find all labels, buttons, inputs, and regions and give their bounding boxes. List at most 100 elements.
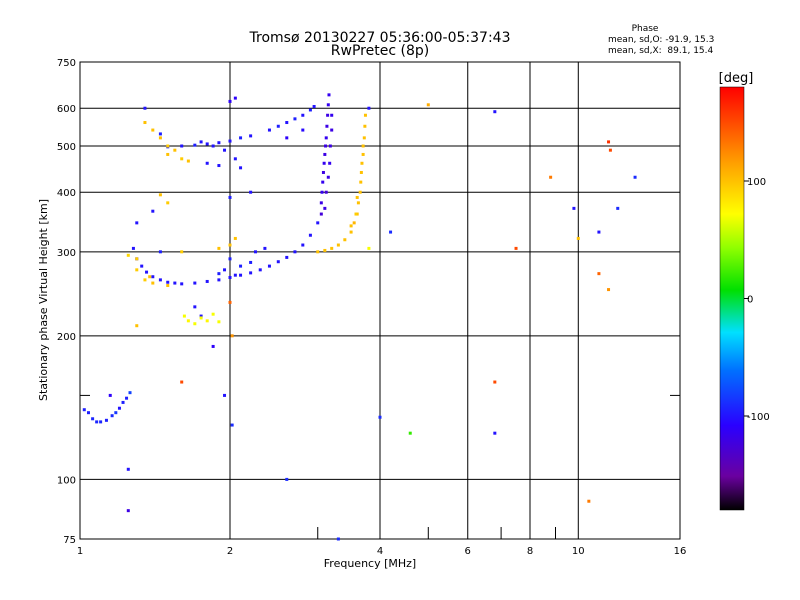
- data-point: [276, 260, 280, 264]
- data-point: [151, 281, 155, 285]
- data-point: [223, 393, 227, 397]
- data-point: [363, 113, 367, 117]
- data-point: [360, 161, 364, 165]
- data-point: [217, 278, 221, 282]
- data-point: [408, 431, 412, 435]
- data-point: [143, 278, 147, 282]
- data-point: [199, 314, 203, 318]
- data-point: [549, 175, 553, 179]
- data-point: [143, 121, 147, 125]
- data-point: [607, 288, 611, 292]
- data-point: [363, 124, 367, 128]
- chart-subtitle: RwPretec (8p): [331, 43, 429, 59]
- data-point: [199, 140, 203, 144]
- stats-title: Phase: [632, 24, 659, 34]
- data-point: [121, 400, 125, 404]
- data-point: [572, 206, 576, 210]
- colorbar-ticks: 100 0 -100: [744, 177, 770, 423]
- data-point: [514, 246, 518, 250]
- data-point: [193, 281, 197, 285]
- data-point: [82, 408, 86, 412]
- data-point: [293, 250, 297, 254]
- data-point: [301, 243, 305, 247]
- data-point: [158, 250, 162, 254]
- x-axis-label: Frequency [MHz]: [324, 557, 416, 570]
- chart-title: Tromsø 20130227 05:36:00-05:37:43: [249, 30, 511, 46]
- data-point: [217, 320, 221, 324]
- data-point: [180, 157, 184, 161]
- data-point: [358, 190, 362, 194]
- data-point: [367, 106, 371, 110]
- data-point: [217, 272, 221, 276]
- data-point: [276, 124, 280, 128]
- data-point: [211, 144, 215, 148]
- data-point: [493, 110, 497, 114]
- data-point: [128, 391, 132, 395]
- data-point: [233, 157, 237, 161]
- data-point: [110, 414, 114, 418]
- data-point: [319, 212, 323, 216]
- data-point: [633, 175, 637, 179]
- data-point: [330, 113, 334, 117]
- data-point: [361, 152, 365, 156]
- data-point: [249, 260, 253, 264]
- data-point: [117, 406, 121, 410]
- data-point: [330, 128, 334, 132]
- data-point: [301, 128, 305, 132]
- data-point: [126, 467, 130, 471]
- data-point: [352, 221, 356, 225]
- data-point: [285, 255, 289, 259]
- colorbar-tick-label: 0: [747, 295, 753, 306]
- grid-lines: [80, 62, 680, 539]
- data-point: [325, 124, 329, 128]
- data-point: [321, 170, 325, 174]
- data-point: [326, 113, 330, 117]
- data-point: [205, 319, 209, 323]
- data-point: [355, 195, 359, 199]
- data-point: [131, 246, 135, 250]
- data-point: [239, 273, 243, 277]
- data-point: [326, 103, 330, 107]
- data-point: [230, 423, 234, 427]
- data-point: [135, 268, 139, 272]
- data-point: [301, 113, 305, 117]
- data-point: [205, 161, 209, 165]
- data-point: [597, 230, 601, 234]
- data-point: [217, 164, 221, 168]
- data-point: [228, 300, 232, 304]
- data-point: [180, 144, 184, 148]
- data-point: [239, 166, 243, 170]
- data-point: [228, 276, 232, 280]
- data-point: [228, 139, 232, 143]
- data-point: [330, 246, 334, 250]
- data-point: [135, 221, 139, 225]
- y-tick-label: 75: [63, 535, 76, 546]
- x-tick-label: 2: [227, 546, 233, 557]
- data-point: [230, 334, 234, 338]
- data-point: [267, 128, 271, 132]
- y-tick-label: 600: [57, 104, 76, 115]
- plot-area-frame: [79, 61, 681, 540]
- data-points: [82, 93, 637, 541]
- data-point: [316, 250, 320, 254]
- tick-labels: 1 2 4 6 8 10 16 75 100 200 300 400 500 600 750: [57, 58, 686, 557]
- data-point: [205, 279, 209, 283]
- data-point: [322, 161, 326, 165]
- data-point: [249, 134, 253, 138]
- data-point: [356, 201, 360, 205]
- data-point: [158, 136, 162, 140]
- data-point: [151, 275, 155, 279]
- y-tick-label: 500: [57, 142, 76, 153]
- data-point: [285, 136, 289, 140]
- data-point: [166, 144, 170, 148]
- data-point: [99, 420, 103, 424]
- data-point: [166, 152, 170, 156]
- data-point: [321, 180, 325, 184]
- data-point: [263, 246, 267, 250]
- data-point: [249, 190, 253, 194]
- data-point: [193, 143, 197, 147]
- data-point: [367, 246, 371, 250]
- data-point: [114, 411, 118, 415]
- data-point: [158, 278, 162, 282]
- data-point: [253, 250, 257, 254]
